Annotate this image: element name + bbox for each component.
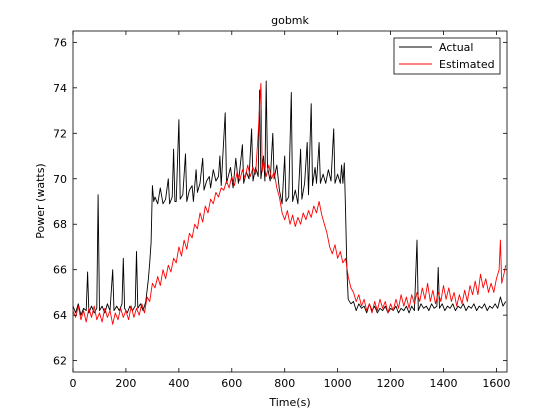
plot-frame [73, 31, 507, 372]
y-tick-label: 62 [53, 355, 67, 368]
y-tick-label: 70 [53, 173, 67, 186]
x-tick-label: 1600 [482, 377, 510, 390]
legend: Actual Estimated [394, 38, 500, 74]
x-tick-label: 1000 [324, 377, 352, 390]
y-tick-label: 66 [53, 264, 67, 277]
y-tick-label: 68 [53, 218, 67, 231]
x-tick-label: 0 [70, 377, 77, 390]
x-tick-label: 200 [115, 377, 136, 390]
y-tick-label: 72 [53, 127, 67, 140]
legend-label-estimated: Estimated [439, 58, 495, 71]
y-tick-label: 74 [53, 82, 67, 95]
y-tick-label: 64 [53, 309, 67, 322]
plot-area: 0 200 400 600 800 1000 1200 1400 1600 62 64 66 68 70… [53, 31, 510, 390]
x-tick-label: 800 [274, 377, 295, 390]
y-tick-label: 76 [53, 36, 67, 49]
x-tick-label: 600 [221, 377, 242, 390]
chart-title: gobmk [271, 14, 309, 27]
x-tick-label: 1400 [429, 377, 457, 390]
x-tick-label: 1200 [377, 377, 405, 390]
x-axis-title: Time(s) [268, 396, 310, 409]
x-tick-label: 400 [168, 377, 189, 390]
legend-label-actual: Actual [439, 41, 473, 54]
y-axis-title: Power (watts) [34, 163, 47, 238]
